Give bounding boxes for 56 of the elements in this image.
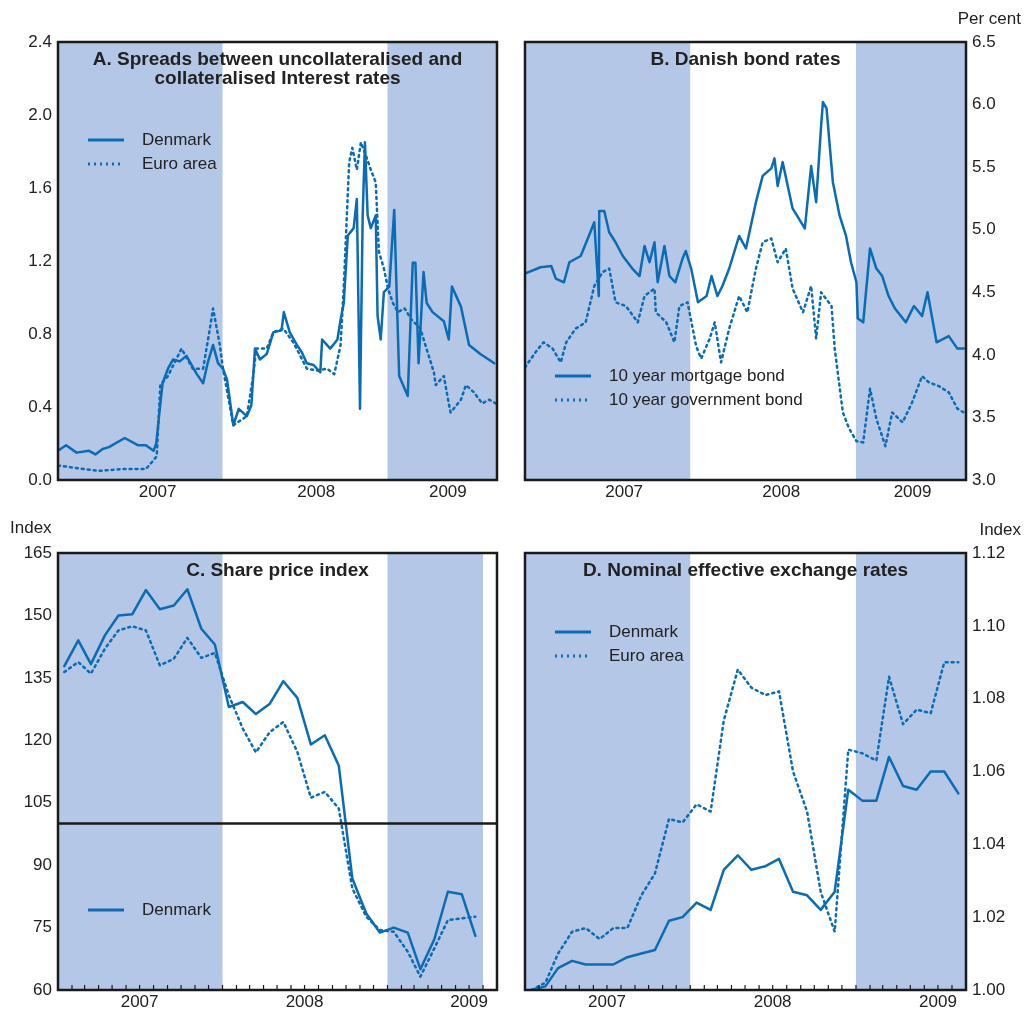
y2-tick-label: 1.04 [972, 834, 1006, 854]
y2-tick-label: 6.0 [972, 94, 996, 114]
y-axis-title: Index [10, 518, 53, 538]
y2-tick-label: 3.5 [972, 407, 996, 427]
legend-label: Euro area [609, 645, 685, 665]
y2-tick-label: 4.0 [972, 344, 996, 364]
y-tick-label: 2.4 [28, 31, 52, 51]
x-tick-label: 2007 [120, 991, 159, 1011]
y2-tick-label: 1.10 [972, 615, 1006, 635]
x-tick-label: 2008 [297, 481, 336, 501]
y-tick-label: 150 [23, 605, 52, 625]
x-tick-label: 2009 [428, 481, 467, 501]
x-tick-label: 2007 [138, 481, 177, 501]
y-tick-label: 60 [33, 979, 52, 999]
chart-title: B. Danish bond rates [650, 47, 841, 69]
y2-axis-title: Index [979, 520, 1022, 540]
x-tick-label: 2008 [285, 991, 324, 1011]
y2-tick-label: 4.5 [972, 281, 996, 301]
legend-label: 10 year mortgage bond [609, 365, 785, 385]
y-tick-label: 90 [33, 854, 52, 874]
x-tick-label: 2007 [588, 991, 626, 1011]
legend-label: Euro area [142, 153, 218, 173]
y2-tick-label: 5.5 [972, 156, 996, 176]
y-tick-label: 0.8 [28, 323, 52, 343]
legend-label: Denmark [142, 129, 212, 149]
y-tick-label: 135 [23, 667, 52, 687]
x-tick-label: 2008 [753, 991, 792, 1011]
y-tick-label: 0.0 [28, 469, 52, 489]
y2-axis-title: Per cent [957, 9, 1022, 29]
y-tick-label: 75 [33, 917, 52, 937]
y-tick-label: 0.4 [28, 396, 52, 416]
y-tick-label: 120 [23, 729, 52, 749]
chart-title: D. Nominal effective exchange rates [582, 558, 909, 580]
x-tick-label: 2007 [605, 481, 644, 501]
y2-tick-label: 1.00 [972, 979, 1006, 999]
legend-label: Denmark [609, 621, 679, 641]
text: A. Spreads between uncollateralised and collateralised Interest rates [92, 47, 463, 88]
y-tick-label: 2.0 [28, 104, 52, 124]
y2-tick-label: 5.0 [972, 219, 996, 239]
x-tick-label: 2008 [762, 481, 801, 501]
y2-tick-label: 1.12 [972, 542, 1006, 562]
y-tick-label: 1.2 [28, 250, 52, 270]
legend-label: Denmark [142, 899, 212, 919]
chart-title: C. Share price index [186, 558, 370, 580]
x-tick-label: 2009 [893, 481, 932, 501]
y2-tick-label: 1.02 [972, 906, 1006, 926]
x-tick-label: 2009 [919, 991, 957, 1011]
y-tick-label: 105 [23, 792, 52, 812]
y2-tick-label: 1.08 [972, 688, 1006, 708]
y2-tick-label: 1.06 [972, 761, 1006, 781]
legend-label: 10 year government bond [609, 389, 803, 409]
y-tick-label: 165 [23, 542, 52, 562]
y2-tick-label: 6.5 [972, 31, 996, 51]
y-tick-label: 1.6 [28, 177, 52, 197]
x-tick-label: 2009 [450, 991, 488, 1011]
y2-tick-label: 3.0 [972, 469, 996, 489]
